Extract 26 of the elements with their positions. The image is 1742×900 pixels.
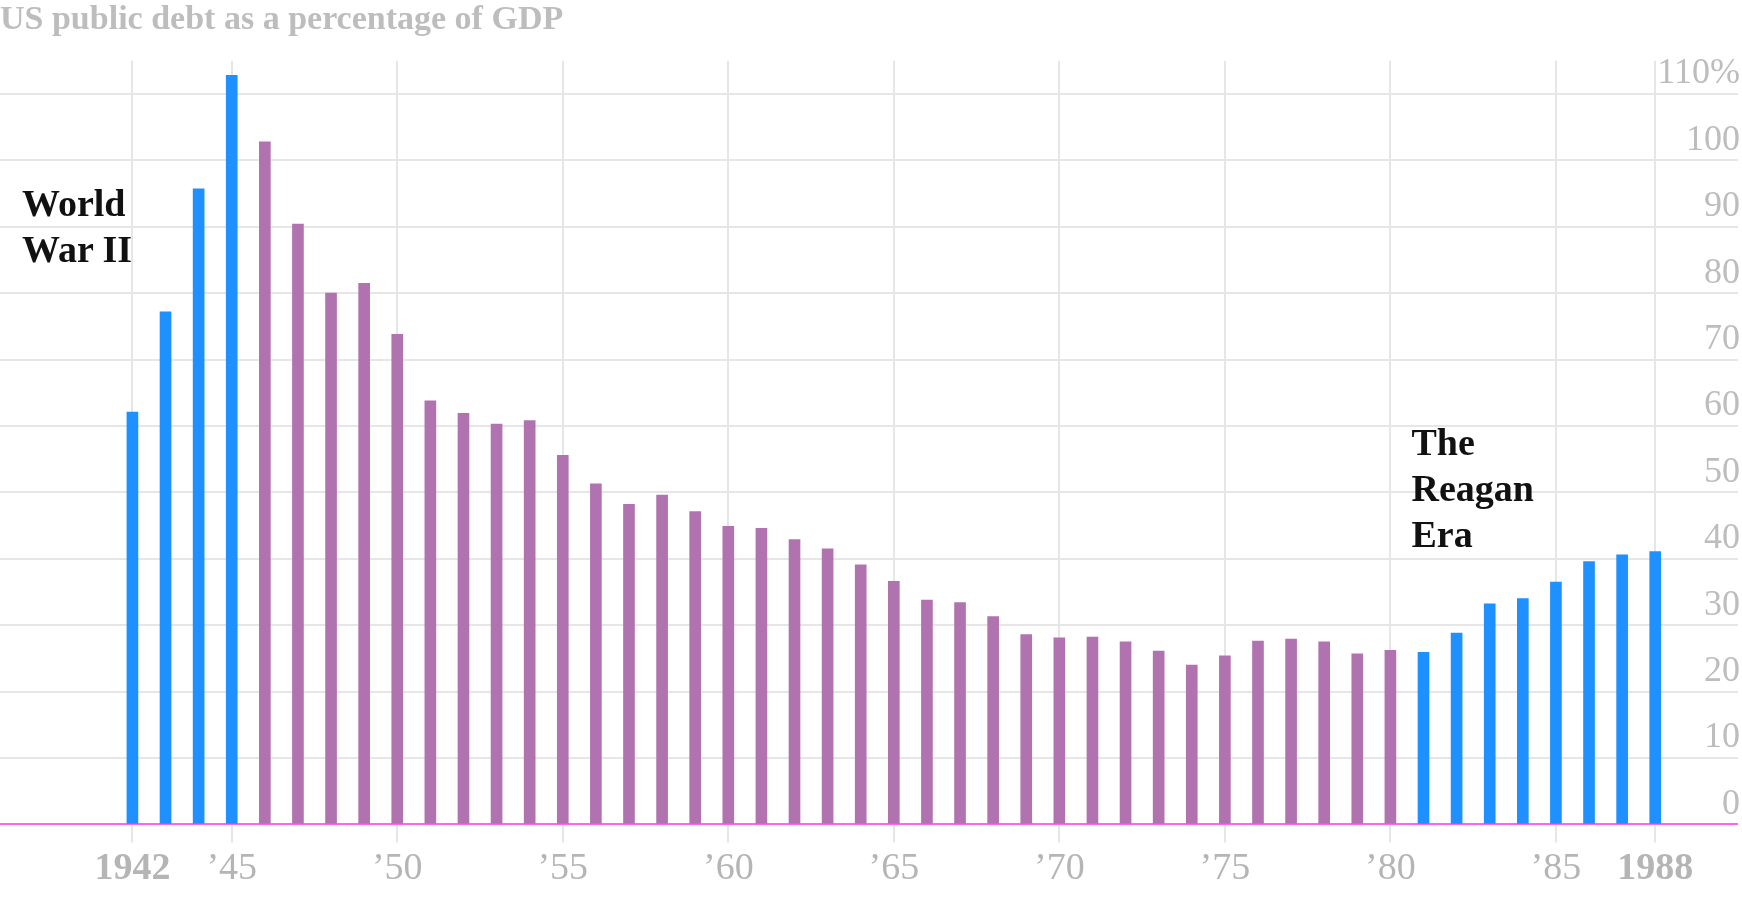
annotation: World War II — [22, 181, 133, 270]
x-tick-label: ’85 — [1530, 845, 1582, 888]
y-tick-label: 50 — [1704, 449, 1740, 490]
y-tick-label: 90 — [1704, 184, 1740, 225]
y-tick-label: 110% — [1657, 51, 1740, 92]
x-tick-label: ’55 — [537, 845, 589, 888]
y-tick-label: 70 — [1704, 317, 1740, 358]
y-tick-label: 40 — [1704, 516, 1740, 557]
x-tick-label: ’80 — [1365, 845, 1416, 888]
y-tick-label: 60 — [1704, 383, 1740, 424]
x-tick-label: ’70 — [1034, 845, 1085, 888]
x-tick-label: ’75 — [1199, 845, 1251, 888]
x-tick-label: 1942 — [94, 845, 171, 888]
y-tick-label: 30 — [1704, 582, 1740, 623]
x-tick-label: ’50 — [371, 845, 423, 888]
x-tick-label: ’65 — [868, 845, 920, 888]
x-tick-label: ’60 — [702, 845, 754, 888]
chart-title: US public debt as a percentage of GDP — [0, 0, 564, 37]
x-tick-label: ’45 — [206, 845, 258, 888]
annotation: The Reagan Era — [1411, 420, 1534, 555]
y-tick-label: 80 — [1704, 250, 1740, 291]
y-tick-label: 10 — [1704, 715, 1740, 756]
y-tick-label: 20 — [1704, 649, 1740, 690]
y-tick-label: 100 — [1686, 117, 1740, 158]
y-tick-label: 0 — [1722, 781, 1740, 822]
x-tick-label: 1988 — [1617, 845, 1694, 888]
